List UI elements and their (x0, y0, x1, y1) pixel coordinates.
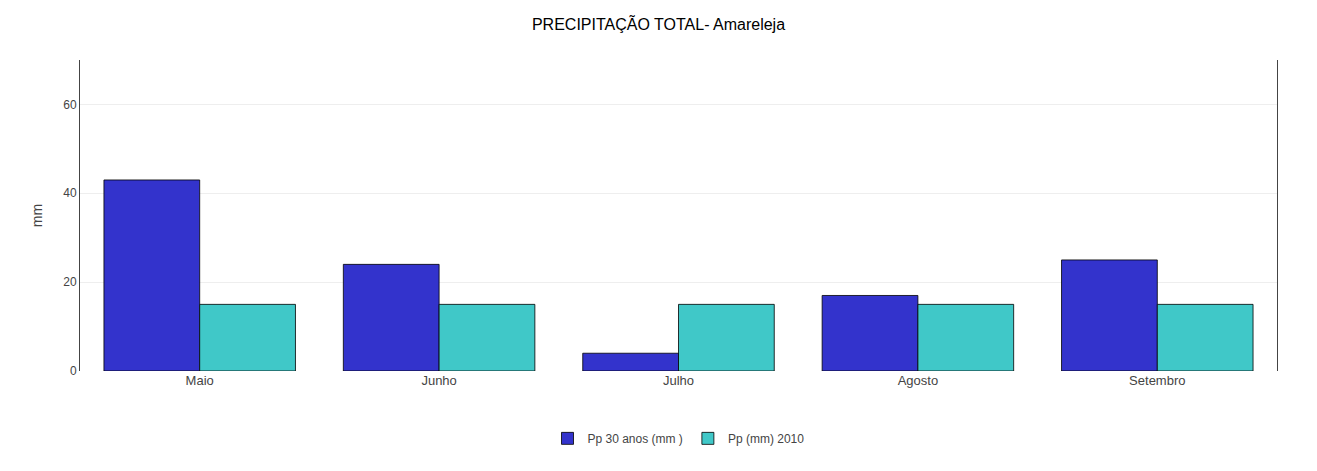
svg-text:Pp 30 anos (mm ): Pp 30 anos (mm ) (588, 432, 683, 446)
svg-text:0: 0 (70, 364, 77, 378)
svg-text:Junho: Junho (421, 373, 456, 388)
svg-text:Setembro: Setembro (1129, 373, 1185, 388)
svg-text:Maio: Maio (186, 373, 214, 388)
svg-text:40: 40 (63, 186, 77, 200)
svg-text:Agosto: Agosto (898, 373, 938, 388)
svg-text:Julho: Julho (663, 373, 694, 388)
svg-text:60: 60 (63, 98, 77, 112)
svg-text:mm: mm (29, 204, 45, 227)
svg-text:Pp (mm) 2010: Pp (mm) 2010 (728, 432, 804, 446)
svg-text:20: 20 (63, 275, 77, 289)
svg-text:PRECIPITAÇÃO TOTAL- Amareleja: PRECIPITAÇÃO TOTAL- Amareleja (532, 14, 785, 33)
